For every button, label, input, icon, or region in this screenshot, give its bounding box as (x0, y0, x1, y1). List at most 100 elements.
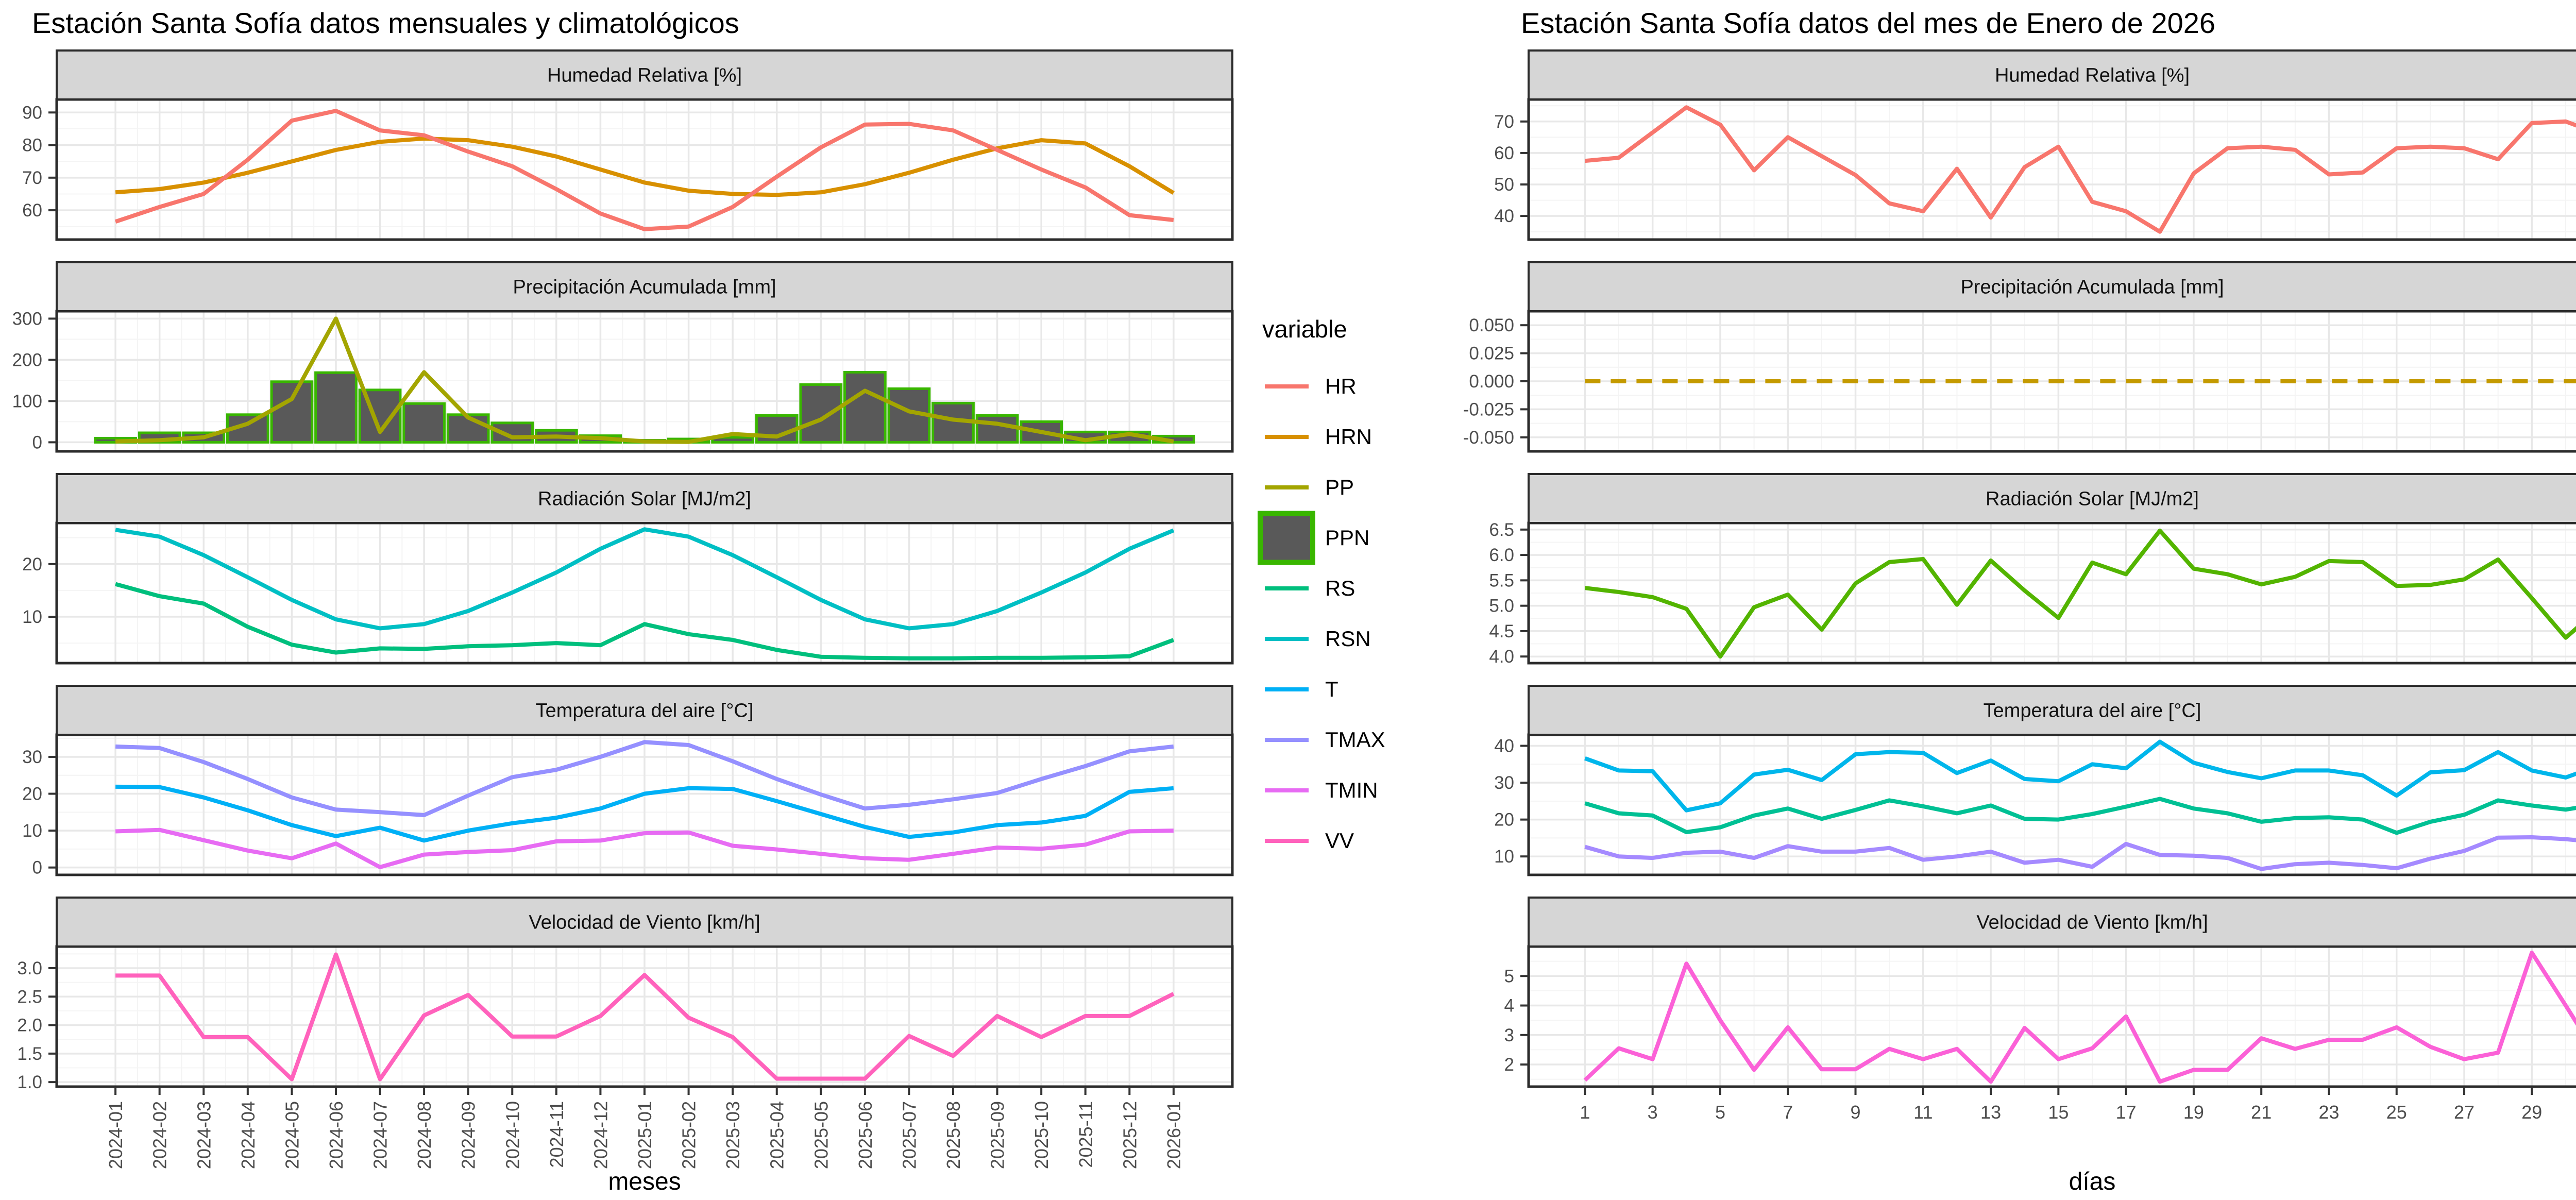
legend-item-label: PPN (1325, 526, 1369, 550)
y-tick-label: 60 (22, 200, 42, 221)
y-tick-label: 10 (22, 821, 42, 841)
series-TMIN-line (1584, 835, 2576, 871)
legend-item-RS: RS (1265, 576, 1355, 600)
legend-item-label: T (1325, 677, 1338, 701)
facet-strip-label: Velocidad de Viento [km/h] (1976, 912, 2208, 934)
y-axis: 1.0 1.5 2.0 2.5 3.0 (17, 958, 57, 1092)
y-tick-label: 6.0 (1489, 545, 1514, 565)
legend-item-RSN: RSN (1265, 627, 1371, 651)
series-TMIN-line (115, 827, 1174, 869)
y-tick-label: 40 (1494, 736, 1514, 756)
legend-item-VV: VV (1265, 829, 1354, 853)
x-tick-label: 2025-09 (987, 1101, 1008, 1169)
bar (711, 436, 755, 444)
x-tick-label: 25 (2386, 1102, 2407, 1123)
series-HR-line (1585, 105, 2576, 234)
y-tick-label: 0 (32, 432, 42, 452)
bar (314, 371, 358, 444)
y-tick-label: 40 (1494, 206, 1514, 226)
legend-item-TMAX: TMAX (1265, 728, 1385, 752)
y-tick-label: 50 (1494, 175, 1514, 195)
facet-strip-label: Precipitación Acumulada [mm] (1960, 277, 2224, 298)
y-tick-label: 0.050 (1469, 315, 1514, 335)
x-axis: 2024-01 2024-02 2024-03 2024-04 2024-05 2024-… (105, 1087, 1184, 1169)
y-tick-label: 3.0 (17, 958, 42, 978)
facet-strip (56, 473, 1233, 524)
y-tick-label: 1.5 (17, 1044, 42, 1064)
x-tick-label: 2024-10 (502, 1101, 523, 1169)
x-tick-label: 21 (2251, 1102, 2272, 1123)
facet-strip-label: Humedad Relativa [%] (547, 65, 742, 87)
y-tick-label: 60 (1494, 143, 1514, 163)
x-tick-label: 29 (2521, 1102, 2542, 1123)
y-tick-label: -0.050 (1463, 428, 1514, 448)
bar (446, 413, 490, 444)
legend-item-label: RSN (1325, 627, 1371, 651)
facet-strip (1528, 49, 2576, 100)
panel-radiacion: Radiación Solar [MJ/m2] 10 20 (22, 473, 1234, 665)
x-tick-label: 17 (2116, 1102, 2137, 1123)
y-tick-label: 4.5 (1489, 621, 1514, 641)
y-axis: 4.0 4.5 5.0 5.5 6.0 6.5 (1489, 520, 1529, 667)
y-tick-label: 0.000 (1469, 371, 1514, 392)
y-tick-label: -0.025 (1463, 399, 1514, 419)
y-tick-label: 200 (12, 350, 42, 370)
y-tick-label: 6.5 (1489, 520, 1514, 540)
facet-strip (56, 897, 1233, 948)
legend-item-label: TMAX (1325, 728, 1385, 752)
y-tick-label: 20 (22, 784, 42, 804)
left-chart-title: Estación Santa Sofía datos mensuales y c… (32, 7, 739, 39)
x-tick-label: 2024-02 (149, 1101, 171, 1169)
legend-item-label: TMIN (1325, 778, 1378, 802)
x-tick-label: 11 (1913, 1102, 1933, 1123)
x-tick-label: 1 (1580, 1102, 1590, 1123)
legend-item-TMIN: TMIN (1265, 778, 1378, 802)
x-tick-label: 2025-12 (1119, 1101, 1140, 1169)
bar (799, 383, 843, 444)
x-tick-label: 19 (2183, 1102, 2204, 1123)
y-tick-label: 30 (22, 747, 42, 767)
x-tick-label: 2025-11 (1075, 1101, 1096, 1168)
legend-item-label: RS (1325, 576, 1355, 600)
y-axis: 10 20 (22, 554, 57, 627)
bar (843, 370, 887, 444)
series-VV-line (115, 952, 1175, 1081)
x-tick-label: 2025-02 (679, 1101, 700, 1169)
series-RS-line (1584, 528, 2576, 659)
x-tick-label: 2024-08 (414, 1101, 435, 1169)
y-tick-label: 5.5 (1489, 570, 1514, 590)
legend-item-HRN: HRN (1265, 425, 1372, 449)
y-tick-label: 20 (1494, 810, 1514, 830)
x-tick-label: 2024-11 (546, 1101, 567, 1168)
series-VV-line (1583, 951, 2576, 1084)
x-tick-label: 13 (1980, 1102, 2001, 1123)
left-legend: variable HR HRN PP PPN RS RSN T TMAX TMIN VV (1258, 315, 1385, 853)
facet-strip (56, 261, 1233, 312)
x-tick-label: 5 (1715, 1102, 1725, 1123)
facet-strip (56, 49, 1233, 100)
x-tick-label: 2024-06 (326, 1101, 347, 1169)
x-tick-label: 2025-06 (855, 1101, 876, 1169)
legend-item-PP: PP (1265, 475, 1354, 499)
facet-strip (1528, 685, 2576, 736)
y-tick-label: 100 (12, 391, 42, 411)
x-tick-label: 2025-08 (943, 1101, 964, 1169)
y-tick-label: 5 (1504, 966, 1514, 986)
legend-item-T: T (1265, 677, 1338, 701)
panel-humedad: Humedad Relativa [%] 60 70 80 90 (22, 49, 1234, 241)
y-tick-label: 3 (1504, 1025, 1514, 1045)
bar (270, 380, 314, 444)
x-tick-label: 2024-03 (193, 1101, 214, 1169)
y-tick-label: 2.5 (17, 987, 42, 1007)
y-tick-label: 2 (1504, 1055, 1514, 1075)
y-tick-label: 80 (22, 136, 42, 156)
panel-temperatura: Temperatura del aire [°C] 0 10 20 30 (22, 685, 1234, 878)
y-tick-label: 20 (22, 554, 42, 574)
series-TMAX-line (115, 740, 1174, 817)
y-tick-label: 90 (22, 103, 42, 123)
legend-key-rect (1258, 511, 1315, 565)
y-tick-label: 4.0 (1489, 647, 1514, 667)
series-T-line (115, 784, 1174, 843)
